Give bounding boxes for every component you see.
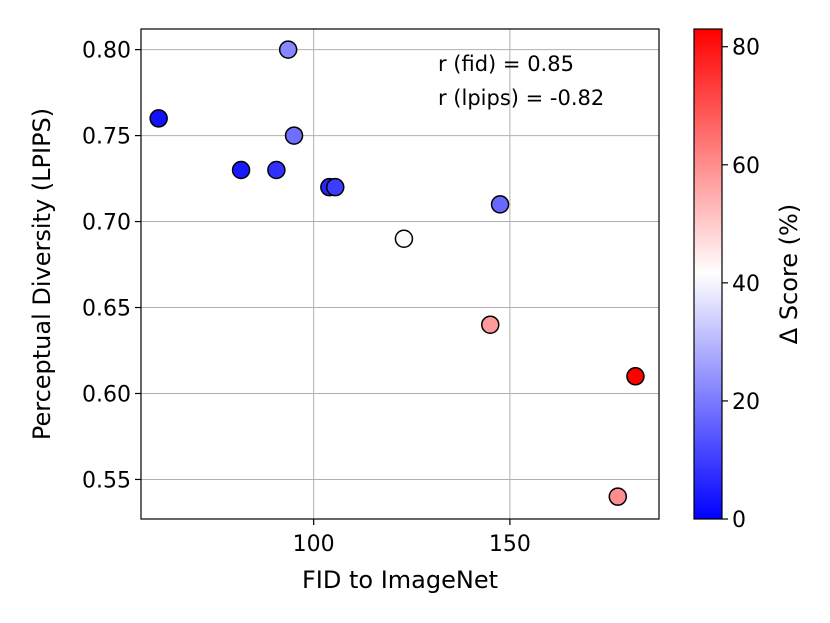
data-point xyxy=(608,487,628,506)
data-point xyxy=(490,195,510,214)
colorbar-ticks: 0 20 40 60 80 xyxy=(722,36,760,533)
y-tick-label: 0.65 xyxy=(82,297,131,322)
plot-frame xyxy=(140,28,660,520)
data-point xyxy=(326,177,345,197)
data-point xyxy=(149,109,168,128)
x-tick-label: 100 xyxy=(293,532,335,557)
y-tick-label: 0.70 xyxy=(82,211,131,236)
colorbar-label: Δ Score (%) xyxy=(775,204,803,344)
annotation-r-fid: r (fid) = 0.85 xyxy=(438,52,574,76)
colorbar-tick-label: 20 xyxy=(732,390,760,415)
data-point xyxy=(284,126,304,145)
y-axis-label: Perceptual Diversity (LPIPS) xyxy=(28,108,56,440)
data-point xyxy=(231,160,251,180)
x-tick-label: 150 xyxy=(489,532,531,557)
data-point xyxy=(626,367,645,386)
data-point xyxy=(267,160,286,180)
data-point xyxy=(394,229,414,249)
colorbar-tick-label: 40 xyxy=(732,272,760,297)
y-tick-label: 0.55 xyxy=(82,468,131,493)
y-tick-label: 0.60 xyxy=(82,382,131,407)
y-tick-label: 0.80 xyxy=(82,39,131,64)
grid-lines xyxy=(141,29,659,519)
colorbar-tick-label: 80 xyxy=(732,36,760,61)
y-axis-ticks: 0.55 0.60 0.65 0.70 0.75 0.80 xyxy=(82,39,141,493)
colorbar xyxy=(693,28,723,520)
data-point xyxy=(278,40,298,59)
data-point xyxy=(481,315,500,334)
y-tick-label: 0.75 xyxy=(82,125,131,150)
annotation-r-lpips: r (lpips) = -0.82 xyxy=(438,86,604,110)
data-points xyxy=(149,40,645,506)
colorbar-tick-label: 0 xyxy=(732,508,746,533)
colorbar-tick-label: 60 xyxy=(732,154,760,179)
x-axis-ticks: 100 150 xyxy=(293,519,531,557)
x-axis-label: FID to ImageNet xyxy=(302,566,498,594)
